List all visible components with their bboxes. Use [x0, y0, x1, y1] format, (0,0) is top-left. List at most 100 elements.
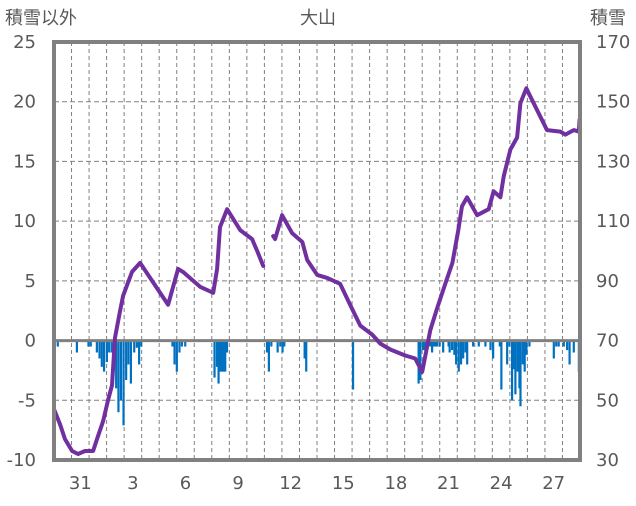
bar: [89, 340, 92, 347]
bar: [87, 340, 90, 347]
left-tick-label: 20: [13, 92, 36, 113]
bar: [572, 340, 575, 353]
bar: [279, 340, 282, 347]
plot-frame: [52, 40, 582, 462]
bar: [75, 340, 78, 353]
bar: [464, 340, 467, 353]
bar: [270, 340, 273, 347]
snow-depth-line: [52, 207, 266, 456]
left-tick-label: 0: [25, 331, 36, 352]
bar: [117, 340, 120, 413]
bar: [100, 340, 103, 367]
right-tick-label: 90: [596, 271, 619, 292]
bar: [175, 340, 178, 372]
right-tick-label: 170: [596, 32, 630, 53]
bar: [523, 340, 526, 372]
left-axis-title: 積雪以外: [5, 8, 77, 29]
bar: [453, 340, 456, 355]
x-tick-label: 27: [542, 473, 565, 494]
bar: [351, 340, 355, 390]
bar: [566, 340, 569, 351]
bar: [472, 340, 475, 347]
bar: [451, 340, 454, 351]
gridlines: [54, 42, 580, 460]
bar: [489, 340, 492, 351]
bar: [220, 340, 223, 372]
right-tick-label: 70: [596, 331, 619, 352]
left-tick-label: -5: [18, 390, 36, 411]
bar: [435, 340, 439, 347]
x-tick-label: 31: [69, 473, 92, 494]
bar: [424, 340, 427, 351]
bar: [525, 340, 528, 355]
bar: [516, 340, 519, 372]
bar: [514, 340, 517, 395]
x-tick-label: 21: [437, 473, 460, 494]
bar: [419, 340, 422, 380]
bar: [508, 340, 511, 347]
right-tick-label: 150: [596, 92, 630, 113]
bar: [283, 340, 286, 347]
bar: [462, 340, 465, 359]
left-tick-label: 25: [13, 32, 36, 53]
bar: [466, 340, 469, 365]
bar: [129, 340, 132, 384]
bar: [521, 340, 524, 365]
bar: [171, 340, 174, 347]
bar: [421, 340, 425, 351]
bar: [528, 340, 531, 347]
bar: [500, 340, 503, 390]
right-tick-label: 30: [596, 450, 619, 471]
left-tick-label: 15: [13, 151, 36, 172]
bar: [133, 340, 136, 353]
bar: [429, 340, 432, 347]
bar: [119, 340, 123, 401]
bar: [105, 340, 108, 363]
x-tick-label: 24: [490, 473, 513, 494]
bar: [95, 340, 98, 353]
bar: [506, 340, 509, 365]
bar: [102, 340, 106, 372]
bar-series: [56, 340, 580, 426]
bar: [555, 340, 558, 347]
bar: [434, 340, 437, 347]
left-tick-label: 10: [13, 211, 36, 232]
bar: [459, 340, 463, 365]
bar: [225, 340, 229, 353]
bar: [267, 340, 270, 372]
bar: [138, 340, 141, 365]
left-tick-label: 5: [25, 271, 36, 292]
bar: [56, 340, 59, 347]
right-tick-label: 50: [596, 390, 619, 411]
bar: [484, 340, 487, 347]
bar: [127, 340, 130, 365]
bar: [135, 340, 138, 348]
bar: [519, 340, 522, 407]
bar: [98, 340, 101, 359]
x-tick-label: 9: [232, 473, 243, 494]
right-tick-label: 110: [596, 211, 630, 232]
bar: [492, 340, 495, 359]
bar: [215, 340, 219, 367]
bar: [140, 340, 143, 347]
bar: [178, 340, 181, 353]
bar: [477, 340, 480, 347]
bar: [552, 340, 555, 359]
line-series: [52, 86, 582, 456]
bar: [213, 340, 216, 378]
bar: [281, 340, 284, 353]
bar: [562, 340, 565, 347]
bar: [303, 340, 306, 359]
bar: [457, 340, 460, 372]
bar: [448, 340, 451, 353]
bar: [305, 340, 308, 372]
right-axis-title: 積雪: [590, 8, 626, 29]
bar: [115, 340, 118, 389]
bar: [431, 340, 434, 353]
bar: [110, 340, 113, 353]
bar: [217, 340, 220, 384]
bar: [557, 340, 560, 347]
bar: [510, 340, 514, 401]
